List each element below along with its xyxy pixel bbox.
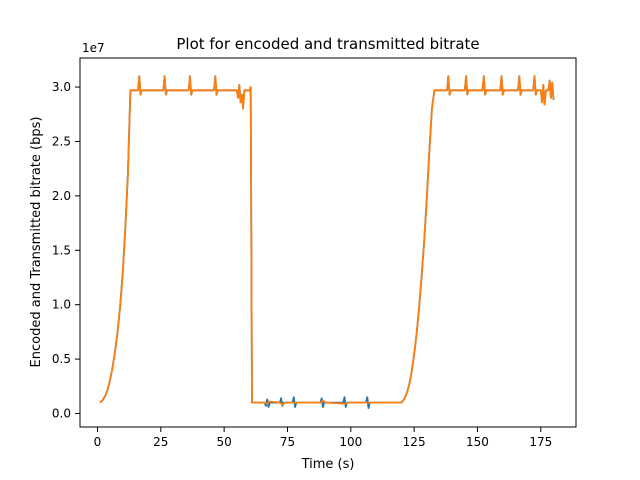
x-tick-label: 100 — [339, 435, 362, 449]
x-tick-label: 25 — [153, 435, 168, 449]
x-tick-label: 0 — [94, 435, 102, 449]
chart-title: Plot for encoded and transmitted bitrate — [176, 35, 479, 53]
y-axis-multiplier-label: 1e7 — [82, 41, 105, 55]
series-line-transmitted — [99, 75, 555, 406]
y-axis-ticks: 0.0 0.5 1.0 1.5 2.0 2.5 3.0 — [52, 80, 80, 421]
x-tick-label: 50 — [216, 435, 231, 449]
plot-area — [99, 75, 555, 410]
y-tick-label: 1.0 — [52, 298, 71, 312]
x-axis-ticks: 0 25 50 75 100 125 150 175 — [94, 427, 552, 449]
y-tick-label: 0.5 — [52, 352, 71, 366]
y-tick-label: 2.5 — [52, 134, 71, 148]
x-tick-label: 75 — [280, 435, 295, 449]
axes-frame — [79, 57, 577, 428]
x-tick-label: 125 — [403, 435, 426, 449]
y-tick-label: 1.5 — [52, 243, 71, 257]
y-tick-label: 3.0 — [52, 80, 71, 94]
y-axis-label: Encoded and Transmitted bitrate (bps) — [29, 117, 44, 368]
x-axis-label: Time (s) — [301, 457, 355, 472]
x-tick-label: 150 — [466, 435, 489, 449]
x-tick-label: 175 — [529, 435, 552, 449]
y-tick-label: 0.0 — [52, 407, 71, 421]
y-tick-label: 2.0 — [52, 189, 71, 203]
